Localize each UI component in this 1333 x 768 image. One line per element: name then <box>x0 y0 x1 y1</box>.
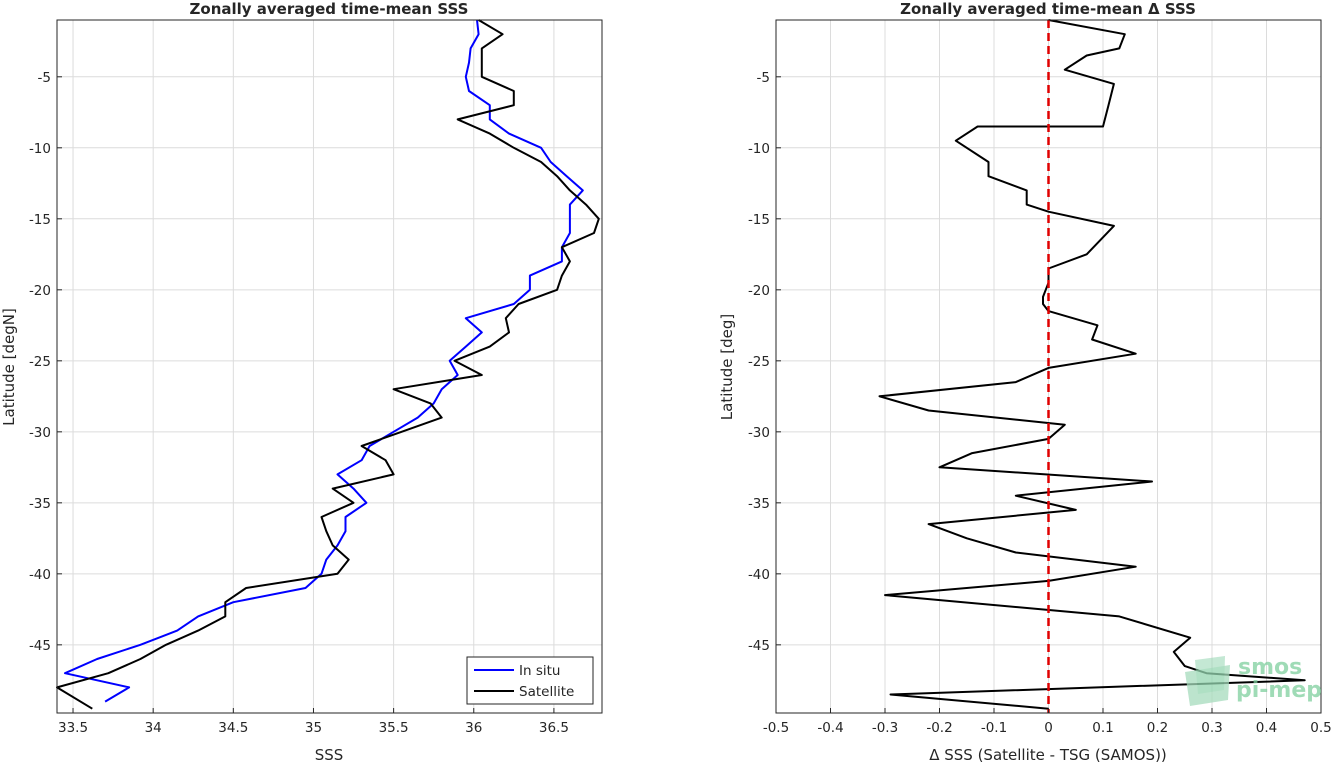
right-chart-title: Zonally averaged time-mean Δ SSS <box>900 0 1196 18</box>
left-y-tick-label: -20 <box>29 283 51 299</box>
left-y-tick-label: -25 <box>29 354 51 370</box>
right-x-tick-label: 0.5 <box>1310 720 1331 736</box>
legend-label-in-situ: In situ <box>519 663 560 679</box>
left-y-tick-label: -15 <box>29 212 51 228</box>
right-y-tick-label: -5 <box>757 70 770 86</box>
left-y-axis-label: Latitude [degN] <box>0 308 18 426</box>
left-panel: 33.5 34 34.5 35 35.5 36 36.5 -5 -10 -15 -20 -25 -30 -… <box>0 0 603 764</box>
right-y-tick-label: -25 <box>748 354 770 370</box>
left-x-tick-label: 34 <box>145 720 162 736</box>
right-y-tick-label: -45 <box>748 638 770 654</box>
right-x-tick-label: 0.4 <box>1256 720 1277 736</box>
legend-label-satellite: Satellite <box>519 684 574 700</box>
left-y-tick-label: -10 <box>29 141 51 157</box>
left-x-tick-label: 35 <box>305 720 322 736</box>
right-y-tick-label: -35 <box>748 496 770 512</box>
right-x-tick-label: 0 <box>1044 720 1053 736</box>
left-series-line-in-situ <box>64 19 584 703</box>
right-y-axis-label: Latitude [deg] <box>718 314 736 420</box>
left-x-tick-label: 35.5 <box>379 720 409 736</box>
left-x-tick-label: 34.5 <box>218 720 248 736</box>
left-y-tick-label: -35 <box>29 496 51 512</box>
right-series-line-delta-sss <box>878 19 1306 710</box>
left-x-tick-label: 36.5 <box>539 720 569 736</box>
right-panel: -0.5 -0.4 -0.3 -0.2 -0.1 0 0.1 0.2 0.3 0.4 0.5 -5 -1… <box>718 0 1332 764</box>
smos-pi-mep-logo: smos pi-mep <box>1185 655 1322 706</box>
right-x-axis-label: Δ SSS (Satellite - TSG (SAMOS)) <box>929 746 1167 764</box>
right-y-tick-label: -30 <box>748 425 770 441</box>
left-y-tick-label: -30 <box>29 425 51 441</box>
legend: In situ Satellite <box>466 656 594 705</box>
logo-line-2: pi-mep <box>1236 678 1322 703</box>
left-x-tick-label: 36 <box>465 720 482 736</box>
right-x-tick-label: -0.4 <box>817 720 843 736</box>
right-x-tick-label: -0.5 <box>763 720 789 736</box>
left-series-line-satellite <box>56 19 600 710</box>
right-x-tick-label: -0.1 <box>981 720 1007 736</box>
right-y-tick-label: -20 <box>748 283 770 299</box>
right-y-tick-label: -15 <box>748 212 770 228</box>
left-x-axis-label: SSS <box>315 746 344 764</box>
left-y-tick-label: -40 <box>29 567 51 583</box>
right-x-tick-label: 0.1 <box>1092 720 1113 736</box>
right-y-tick-label: -10 <box>748 141 770 157</box>
left-y-tick-label: -45 <box>29 638 51 654</box>
right-x-tick-label: 0.2 <box>1147 720 1168 736</box>
right-x-tick-label: -0.3 <box>872 720 898 736</box>
right-y-tick-label: -40 <box>748 567 770 583</box>
right-x-tick-label: -0.2 <box>926 720 952 736</box>
logo-line-1: smos <box>1238 655 1302 680</box>
right-x-tick-label: 0.3 <box>1201 720 1222 736</box>
left-x-tick-label: 33.5 <box>58 720 88 736</box>
left-y-tick-label: -5 <box>38 70 51 86</box>
left-chart-title: Zonally averaged time-mean SSS <box>190 0 469 18</box>
